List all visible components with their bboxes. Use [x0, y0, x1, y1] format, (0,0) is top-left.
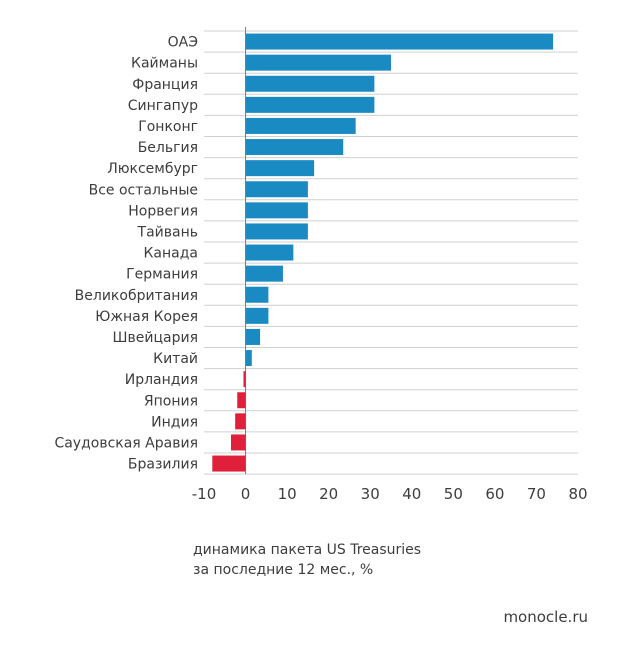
category-label: Норвегия — [128, 203, 198, 219]
x-axis-caption: динамика пакета US Treasuries за последн… — [193, 540, 421, 580]
bar — [245, 139, 344, 156]
category-label: Южная Корея — [95, 309, 198, 325]
bar — [245, 96, 375, 113]
bar — [235, 413, 246, 430]
bar — [245, 244, 294, 261]
category-label: Швейцария — [113, 330, 198, 346]
x-axis-caption-line-1: динамика пакета US Treasuries — [193, 542, 422, 558]
bar — [245, 75, 375, 92]
category-label: Индия — [151, 414, 198, 430]
x-tick-label: 20 — [319, 485, 338, 503]
x-tick-label: 80 — [568, 485, 587, 503]
category-label: ОАЭ — [168, 35, 198, 51]
bar — [245, 265, 283, 282]
bar — [245, 117, 356, 134]
bar — [231, 434, 246, 451]
x-tick-label: 40 — [402, 485, 421, 503]
x-axis-caption-line-2: за последние 12 мес., % — [193, 562, 374, 578]
category-label: Франция — [132, 77, 198, 93]
bar — [245, 160, 315, 177]
x-tick-label: 60 — [485, 485, 504, 503]
bar — [245, 33, 554, 50]
bar — [212, 455, 246, 472]
category-label: Ирландия — [125, 372, 198, 388]
category-label: Кайманы — [131, 56, 198, 72]
x-tick-label: 0 — [241, 485, 251, 503]
category-label: Все остальные — [89, 182, 198, 198]
x-tick-label: 50 — [444, 485, 463, 503]
x-tick-label: 70 — [527, 485, 546, 503]
x-tick-label: -10 — [192, 485, 217, 503]
bar — [245, 307, 269, 324]
category-label: Саудовская Аравия — [54, 435, 198, 451]
category-label: Тайвань — [137, 224, 198, 240]
category-label: Великобритания — [75, 288, 198, 304]
category-label: Китай — [153, 351, 198, 367]
bar — [243, 371, 246, 388]
category-label: Канада — [143, 246, 198, 262]
bar — [245, 54, 391, 71]
x-tick-label: 10 — [278, 485, 297, 503]
category-label: Бельгия — [138, 140, 198, 156]
bar — [237, 392, 246, 409]
category-label: Япония — [144, 393, 198, 409]
category-label: Бразилия — [128, 457, 198, 473]
x-tick-label: 30 — [361, 485, 380, 503]
bar — [245, 350, 252, 367]
category-label: Германия — [126, 267, 198, 283]
bar — [245, 202, 308, 219]
bar — [245, 328, 261, 345]
bar — [245, 181, 308, 198]
bar — [245, 223, 308, 240]
source-label: monocle.ru — [503, 608, 588, 626]
category-label: Гонконг — [138, 119, 198, 135]
category-label: Люксембург — [107, 161, 198, 177]
bar-chart: ОАЭ Кайманы Франция Сингапур Гонконг Бельгия Л… — [54, 27, 588, 503]
category-label: Сингапур — [128, 98, 198, 114]
bar — [245, 286, 269, 303]
